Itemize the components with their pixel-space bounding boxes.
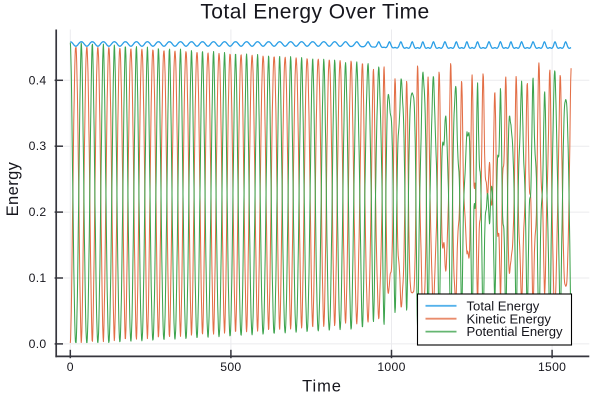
svg-text:Kinetic Energy: Kinetic Energy [467,311,552,326]
svg-text:0.3: 0.3 [29,139,47,153]
svg-text:500: 500 [220,360,241,374]
svg-text:0.0: 0.0 [29,337,47,351]
svg-text:Total Energy: Total Energy [467,298,540,313]
svg-text:0.2: 0.2 [29,205,47,219]
svg-text:Potential Energy: Potential Energy [467,324,564,339]
svg-text:1500: 1500 [538,360,566,374]
svg-text:Total Energy Over Time: Total Energy Over Time [200,1,429,24]
svg-text:Time: Time [302,378,342,396]
svg-text:0: 0 [67,360,74,374]
svg-text:0.1: 0.1 [29,271,47,285]
svg-text:Energy: Energy [4,161,22,216]
svg-text:1000: 1000 [377,360,405,374]
svg-text:0.4: 0.4 [29,73,47,87]
